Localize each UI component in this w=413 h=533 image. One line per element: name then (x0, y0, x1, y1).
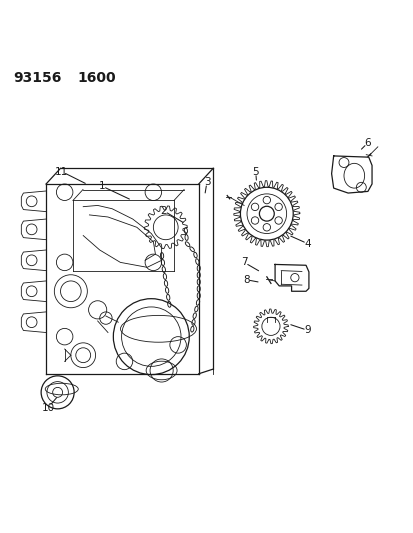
Text: 4: 4 (304, 239, 311, 249)
Text: 93156: 93156 (13, 70, 61, 85)
Text: 7: 7 (240, 257, 247, 268)
Text: 8: 8 (242, 274, 249, 285)
Text: 9: 9 (304, 326, 311, 335)
Text: 1: 1 (98, 181, 105, 191)
Text: 11: 11 (55, 167, 68, 176)
Text: 5: 5 (252, 167, 259, 176)
Text: 6: 6 (364, 138, 370, 148)
Text: 3: 3 (203, 177, 210, 187)
Text: 10: 10 (41, 402, 55, 413)
Text: 2: 2 (160, 206, 166, 216)
Text: 1600: 1600 (77, 70, 115, 85)
